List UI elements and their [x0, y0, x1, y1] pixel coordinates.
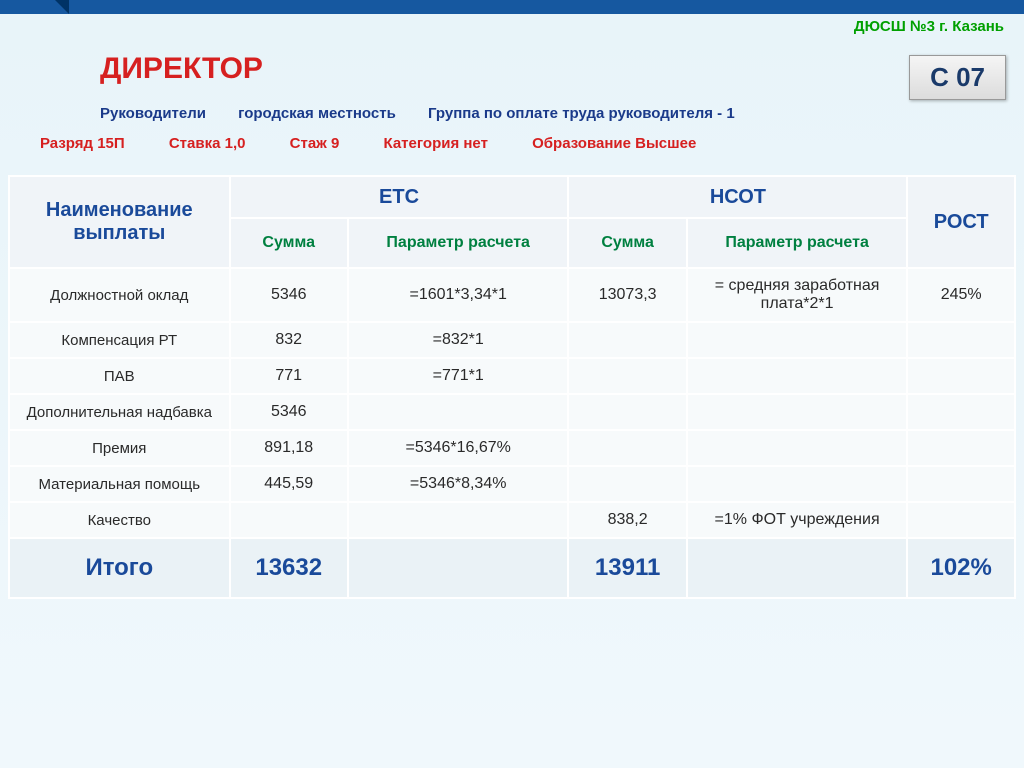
cell-etc-param: =5346*8,34% — [348, 466, 569, 502]
top-bar — [0, 0, 1024, 14]
cell-nsot-param — [687, 358, 908, 394]
meta-rate: Ставка 1,0 — [169, 135, 246, 152]
cell-etc-sum: 832 — [230, 322, 348, 358]
hdr-etc-param: Параметр расчета — [348, 218, 569, 268]
meta-education: Образование Высшее — [532, 135, 696, 152]
table-body: Должностной оклад 5346 =1601*3,34*1 1307… — [9, 268, 1015, 598]
meta-tenure: Стаж 9 — [290, 135, 340, 152]
cell-name: Премия — [9, 430, 230, 466]
hdr-etc: ЕТС — [230, 176, 569, 218]
cell-etc-sum: 445,59 — [230, 466, 348, 502]
cell-name: Дополнительная надбавка — [9, 394, 230, 430]
table-row-total: Итого 13632 13911 102% — [9, 538, 1015, 598]
meta-rank: Разряд 15П — [40, 135, 125, 152]
meta-group: Группа по оплате труда руководителя - 1 — [428, 105, 735, 122]
cell-nsot-sum — [568, 430, 686, 466]
cell-etc-sum: 891,18 — [230, 430, 348, 466]
table-row: Материальная помощь 445,59 =5346*8,34% — [9, 466, 1015, 502]
cell-etc-param: =5346*16,67% — [348, 430, 569, 466]
cell-name: Должностной оклад — [9, 268, 230, 322]
cell-nsot-sum: 13073,3 — [568, 268, 686, 322]
total-etc-param — [348, 538, 569, 598]
cell-nsot-sum — [568, 466, 686, 502]
table-row: ПАВ 771 =771*1 — [9, 358, 1015, 394]
cell-rost — [907, 430, 1015, 466]
cell-etc-param: =1601*3,34*1 — [348, 268, 569, 322]
cell-rost — [907, 358, 1015, 394]
cell-nsot-sum: 838,2 — [568, 502, 686, 538]
cell-etc-sum: 771 — [230, 358, 348, 394]
cell-nsot-sum — [568, 394, 686, 430]
cell-nsot-param — [687, 430, 908, 466]
cell-name: Качество — [9, 502, 230, 538]
hdr-etc-sum: Сумма — [230, 218, 348, 268]
table-row: Качество 838,2 =1% ФОТ учреждения — [9, 502, 1015, 538]
hdr-nsot: НСОТ — [568, 176, 907, 218]
org-label: ДЮСШ №3 г. Казань — [854, 18, 1004, 35]
salary-table: Наименование выплаты ЕТС НСОТ РОСТ Сумма… — [8, 175, 1016, 599]
cell-rost: 245% — [907, 268, 1015, 322]
total-nsot-param — [687, 538, 908, 598]
cell-nsot-param — [687, 466, 908, 502]
cell-etc-param: =771*1 — [348, 358, 569, 394]
cell-rost — [907, 466, 1015, 502]
total-rost: 102% — [907, 538, 1015, 598]
salary-table-wrap: Наименование выплаты ЕТС НСОТ РОСТ Сумма… — [8, 175, 1016, 599]
code-badge: С 07 — [909, 55, 1006, 100]
meta-category: Категория нет — [383, 135, 487, 152]
hdr-nsot-param: Параметр расчета — [687, 218, 908, 268]
cell-nsot-param — [687, 394, 908, 430]
total-label: Итого — [9, 538, 230, 598]
cell-name: ПАВ — [9, 358, 230, 394]
cell-etc-sum: 5346 — [230, 268, 348, 322]
cell-nsot-sum — [568, 358, 686, 394]
cell-etc-param — [348, 394, 569, 430]
cell-etc-param — [348, 502, 569, 538]
cell-etc-sum: 5346 — [230, 394, 348, 430]
meta-locality: городская местность — [238, 105, 396, 122]
cell-name: Материальная помощь — [9, 466, 230, 502]
hdr-rost: РОСТ — [907, 176, 1015, 268]
table-row: Дополнительная надбавка 5346 — [9, 394, 1015, 430]
table-row: Премия 891,18 =5346*16,67% — [9, 430, 1015, 466]
meta-role: Руководители — [100, 105, 206, 122]
table-row: Должностной оклад 5346 =1601*3,34*1 1307… — [9, 268, 1015, 322]
cell-rost — [907, 502, 1015, 538]
cell-nsot-sum — [568, 322, 686, 358]
cell-name: Компенсация РТ — [9, 322, 230, 358]
meta-line-1: Руководители городская местность Группа … — [100, 105, 763, 122]
table-row: Компенсация РТ 832 =832*1 — [9, 322, 1015, 358]
meta-line-2: Разряд 15П Ставка 1,0 Стаж 9 Категория н… — [40, 135, 736, 152]
cell-nsot-param: = средняя заработная плата*2*1 — [687, 268, 908, 322]
cell-etc-sum — [230, 502, 348, 538]
page-title: ДИРЕКТОР — [100, 52, 263, 86]
hdr-nsot-sum: Сумма — [568, 218, 686, 268]
total-nsot-sum: 13911 — [568, 538, 686, 598]
cell-nsot-param — [687, 322, 908, 358]
cell-nsot-param: =1% ФОТ учреждения — [687, 502, 908, 538]
cell-rost — [907, 322, 1015, 358]
total-etc-sum: 13632 — [230, 538, 348, 598]
cell-rost — [907, 394, 1015, 430]
cell-etc-param: =832*1 — [348, 322, 569, 358]
hdr-name: Наименование выплаты — [9, 176, 230, 268]
